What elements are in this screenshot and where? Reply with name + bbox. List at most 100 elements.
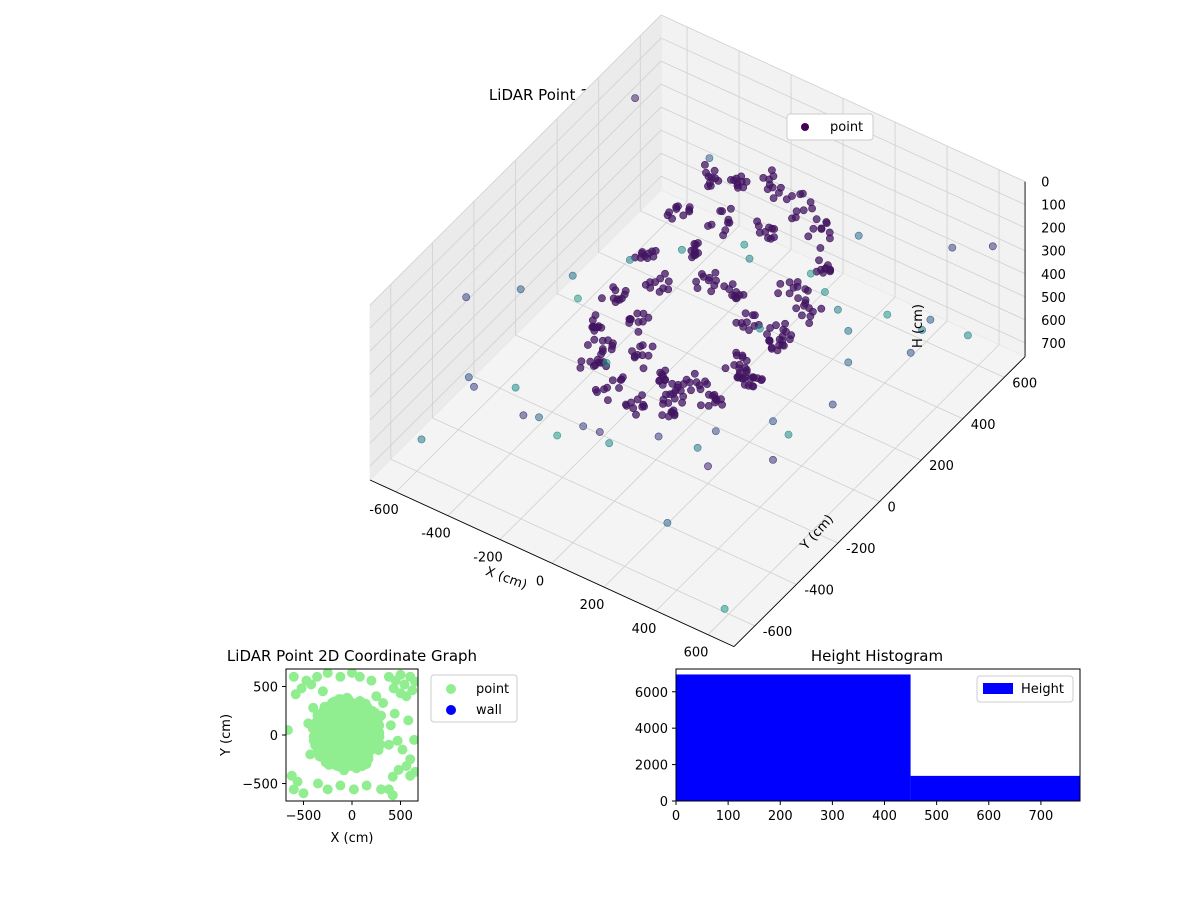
h-tick-label: 700 [1041,337,1066,352]
data-point [347,669,357,678]
x-tick-label: 600 [684,646,709,661]
data-point [553,431,562,440]
data-point [711,427,720,435]
x-axis-line [369,479,735,648]
legend-frame [786,113,874,141]
y-tick-label: 2000 [635,759,668,774]
data-point [615,384,623,392]
gridline-h [369,106,662,398]
data-point [770,233,778,241]
legend-label-point: point [476,682,509,697]
data-point [632,410,640,419]
legend-marker-point [446,684,456,694]
data-point [704,462,712,471]
data-point [906,348,915,357]
data-point [988,242,997,251]
data-point [679,392,688,401]
data-point [777,183,785,192]
data-point [769,455,777,464]
data-point [740,240,749,249]
data-point [822,264,830,272]
data-point [728,280,737,288]
gridline-h [660,60,1026,229]
gridline-h [369,14,662,306]
h-tick-label: 500 [1041,291,1066,306]
data-point [739,374,748,383]
data-point [313,778,323,789]
data-point [626,255,634,264]
data-point [666,390,674,399]
legend-label-wall: wall [476,703,502,718]
data-point [816,244,825,252]
data-point [687,246,696,255]
gridline-h [660,14,1026,182]
data-point [308,702,319,713]
data-point [312,671,323,682]
chart-3d-points [417,94,997,613]
x-tick-label: 500 [924,809,949,824]
data-point [597,323,606,332]
data-point [854,231,863,240]
gridline-y [473,376,839,544]
data-point [630,352,639,360]
data-point [706,181,715,190]
data-point [638,391,646,399]
data-point [826,234,834,243]
data-point [320,710,331,721]
x-tick-label: 0 [348,809,356,824]
data-point [352,756,363,767]
data-point [622,400,630,409]
y-tick-label: 200 [929,459,954,474]
data-point [305,749,316,760]
chart-3d: LiDAR Point 3D Coordinate Graph -600-400… [369,14,1066,661]
data-point [519,411,528,420]
data-point [774,289,782,298]
data-point [511,383,520,392]
chart-2d-title: LiDAR Point 2D Coordinate Graph [227,647,477,665]
histogram-title: Height Histogram [811,647,943,665]
data-point [798,311,806,320]
data-point [718,207,726,216]
data-point [409,734,418,745]
data-point [286,725,293,736]
data-point [704,222,712,230]
chart-3d-zlabel: H (cm) [911,304,926,348]
chart-2d-legend: point wall [430,674,518,723]
data-point [806,198,815,206]
data-point [336,758,347,769]
data-point [296,683,307,694]
data-point [756,324,764,333]
legend-label-point: point [830,120,863,135]
data-point [403,715,414,726]
data-point [743,318,751,327]
gridline-h [369,83,662,375]
data-point [661,269,669,278]
x-tick-label: −500 [286,809,322,824]
data-point [788,192,796,200]
y-tick-label: -200 [846,542,876,557]
data-point [705,390,713,399]
y-axis-line [733,356,1026,647]
data-point [687,386,695,395]
data-point [598,347,607,356]
gridline-h [660,106,1026,275]
data-point [602,358,611,367]
y-tick-label: 400 [971,418,996,433]
data-point [410,676,418,687]
data-point [322,669,333,678]
legend-label-height: Height [1021,682,1064,697]
data-point [639,309,648,318]
y-tick-label: 4000 [635,722,668,737]
data-point [690,369,699,378]
data-point [717,395,725,404]
data-point [670,409,679,418]
data-point [639,400,648,409]
data-point [288,671,299,682]
data-point [593,388,601,396]
data-point [331,747,342,758]
data-point [376,784,387,795]
data-point [821,288,829,296]
y-tick-label: 500 [253,680,278,695]
data-point [598,336,607,345]
data-point [809,224,818,233]
